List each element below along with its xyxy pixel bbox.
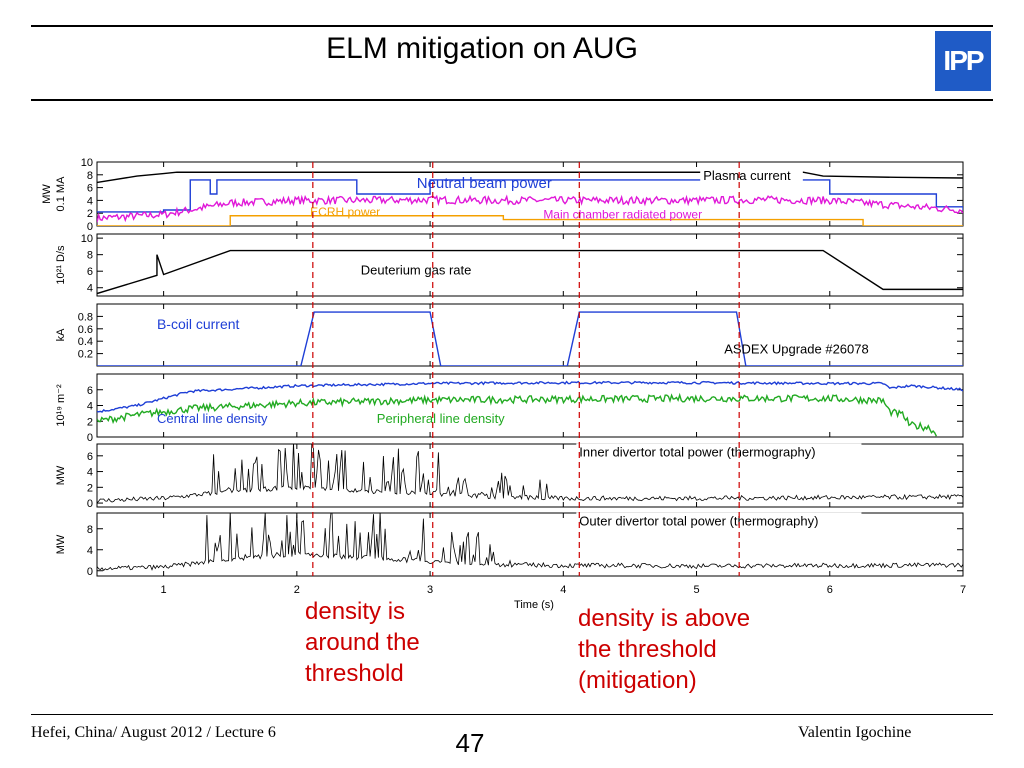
series-label-bg (576, 443, 862, 462)
series-label-peripheral-line-density: Peripheral line density (377, 411, 505, 426)
series-outer-divertor-total-power-thermography (97, 513, 963, 572)
y-tick-label: 4 (87, 401, 93, 413)
panel-6: 0 4 8 MW Outer divertor total power (thermog… (55, 512, 964, 578)
slide-title: ELM mitigation on AUG (326, 32, 638, 65)
panel-2: 4 6 8 10 10²¹ D/s Deuterium gas rate (55, 233, 964, 297)
title-bottom-rule (31, 99, 993, 101)
x-tick-label: 3 (427, 584, 433, 596)
panel-5-series (97, 444, 963, 504)
footer-rule (31, 714, 993, 715)
series-label-bg (576, 512, 862, 531)
x-tick-label: 1 (161, 584, 167, 596)
series-neutral-beam-power (97, 179, 963, 213)
x-axis-label: Time (s) (514, 599, 554, 611)
shot-label: ASDEX Upgrade #26078 (724, 342, 869, 357)
series-ecrh-power (97, 215, 963, 226)
y-tick-label: 4 (87, 283, 93, 295)
panel-4-series (97, 380, 963, 437)
title-top-rule (31, 25, 993, 27)
series-deuterium-gas-rate (97, 249, 963, 295)
x-tick-label: 4 (560, 584, 566, 596)
note-1-line-2: around the (305, 629, 420, 656)
panel-5: 0 2 4 6 MW Inner divertor total power (thermo… (55, 443, 964, 510)
y-axis-label: kA (55, 328, 67, 342)
panel-1-series (97, 171, 963, 226)
series-label-deuterium-gas-rate: Deuterium gas rate (361, 263, 472, 278)
note-1-line-1: density is (305, 598, 406, 625)
series-label-outer-divertor-total-power-thermography: Outer divertor total power (thermography… (579, 514, 818, 529)
y-tick-label: 10 (81, 233, 93, 245)
x-tick-label: 6 (827, 584, 833, 596)
y-axis-label: 10²¹ D/s (55, 245, 67, 285)
panel-2-series (97, 249, 963, 295)
y-tick-label: 6 (87, 385, 93, 397)
note-2-line-1: density is above (578, 605, 751, 632)
y-tick-label: 4 (87, 195, 93, 207)
y-tick-label: 4 (87, 545, 93, 557)
series-label-ecrh-power: ECRH power (310, 205, 380, 219)
y-tick-label: 8 (87, 170, 93, 182)
y-tick-label: 8 (87, 250, 93, 262)
note-density-above-threshold: density is above the threshold (mitigati… (578, 603, 750, 696)
footer-left: Hefei, China/ August 2012 / Lecture 6 (31, 724, 276, 741)
panel-6-frame (96, 512, 964, 577)
y-axis-label: MW (55, 465, 67, 485)
y-tick-label: 0.2 (78, 349, 93, 361)
x-tick-label: 5 (693, 584, 699, 596)
panel-3-frame (96, 303, 964, 367)
series-central-line-density (97, 380, 963, 413)
y-tick-label: 2 (87, 416, 93, 428)
panel-4: 0 2 4 6 10¹⁹ m⁻² Central line density Peripher… (55, 373, 964, 444)
note-2-line-3: (mitigation) (578, 667, 697, 694)
y-tick-label: 10 (81, 157, 93, 169)
series-main-chamber-radiated-power (97, 194, 963, 223)
ipp-logo: IPP (935, 31, 991, 91)
note-density-around-threshold: density is around the threshold (305, 596, 420, 689)
footer-author: Valentin Igochine (798, 724, 912, 741)
series-label-inner-divertor-total-power-thermography: Inner divertor total power (thermography… (579, 445, 815, 460)
series-label-main-chamber-radiated-power: Main chamber radiated power (543, 207, 702, 221)
y-axis-label: 10¹⁹ m⁻² (55, 384, 67, 427)
x-tick-label: 2 (294, 584, 300, 596)
panel-5-frame (96, 443, 964, 508)
y-tick-label: 0.6 (78, 324, 93, 336)
y-tick-label: 6 (87, 266, 93, 278)
panel-3-series (97, 311, 963, 366)
y-tick-label: 0 (87, 566, 93, 578)
series-label-bg (700, 166, 803, 185)
series-label-plasma-current: Plasma current (703, 168, 791, 183)
series-peripheral-line-density (97, 392, 938, 437)
y-tick-label: 6 (87, 183, 93, 195)
y-tick-label: 6 (87, 451, 93, 463)
y-axis-label: 0.1 MA (55, 176, 67, 212)
note-1-line-3: threshold (305, 660, 404, 687)
series-label-neutral-beam-power: Neutral beam power (417, 175, 552, 192)
y-tick-label: 2 (87, 208, 93, 220)
series-label-b-coil-current: B-coil current (157, 316, 240, 332)
y-tick-label: 0.8 (78, 311, 93, 323)
y-tick-label: 0 (87, 221, 93, 233)
panel-1-frame (96, 161, 964, 227)
page-number: 47 (455, 728, 485, 758)
series-b-coil-current (97, 311, 963, 366)
note-2-line-2: the threshold (578, 636, 717, 663)
series-inner-divertor-total-power-thermography (97, 444, 963, 504)
panel-2-frame (96, 233, 964, 297)
y-axis-label: MW (55, 534, 67, 554)
series-plasma-current (97, 171, 963, 184)
panel-6-series (97, 513, 963, 572)
y-tick-label: 4 (87, 467, 93, 479)
x-tick-label: 7 (960, 584, 966, 596)
panel-3: 0.20.40.60.8 kA B-coil current ASDEX Upgrad… (55, 303, 964, 367)
y-tick-label: 0 (87, 432, 93, 444)
y-axis-label: MW (41, 184, 53, 204)
y-tick-label: 0.4 (78, 336, 93, 348)
series-label-central-line-density: Central line density (157, 411, 268, 426)
y-tick-label: 0 (87, 498, 93, 510)
y-tick-label: 2 (87, 482, 93, 494)
y-tick-label: 8 (87, 524, 93, 536)
